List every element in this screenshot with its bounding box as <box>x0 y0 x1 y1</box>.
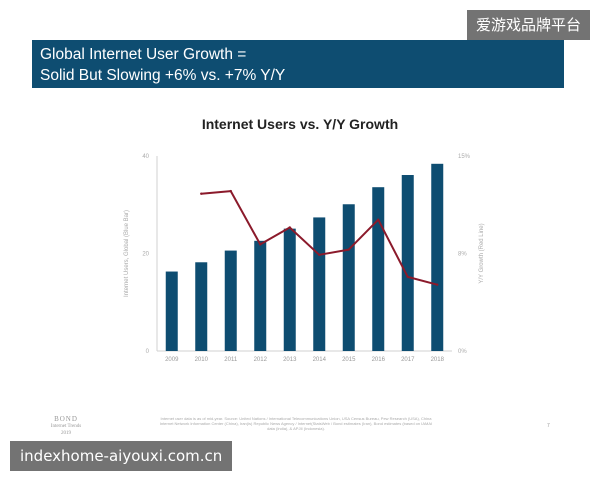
banner-line-1: Global Internet User Growth = <box>40 46 247 63</box>
bar-2015 <box>342 204 355 351</box>
x-tick-label: 2010 <box>195 357 209 363</box>
bar-2009 <box>165 271 178 351</box>
growth-point-2010 <box>200 192 203 195</box>
footer-source: Internet user data is as of mid-year. So… <box>159 416 433 431</box>
bar-2010 <box>195 262 208 351</box>
logo-line-1: BOND <box>54 415 78 423</box>
banner-line-2: Solid But Slowing +6% vs. +7% Y/Y <box>40 67 286 84</box>
growth-point-2012 <box>259 243 262 246</box>
page-number: 7 <box>547 423 550 429</box>
chart-title: Internet Users vs. Y/Y Growth <box>201 116 399 132</box>
bar-2018 <box>431 163 444 351</box>
growth-point-2015 <box>347 248 350 251</box>
watermark-top: 爱游戏品牌平台 <box>466 10 590 40</box>
x-tick-label: 2015 <box>342 357 356 363</box>
growth-point-2014 <box>318 253 321 256</box>
y-tick-left-label: 20 <box>142 252 149 258</box>
bar-2014 <box>313 217 326 351</box>
y-tick-right-label: 15% <box>458 154 471 160</box>
logo-line-3: 2019 <box>61 431 71 436</box>
x-tick-label: 2009 <box>165 357 179 363</box>
y-tick-right-label: 0% <box>458 349 467 355</box>
x-tick-label: 2011 <box>224 357 238 363</box>
bar-2016 <box>372 187 385 351</box>
y-axis-left-label: Internet Users, Global (Blue Bar) <box>124 210 130 297</box>
bar-2013 <box>283 228 296 351</box>
x-tick-label: 2018 <box>431 357 445 363</box>
y-axis-right-label: Y/Y Growth (Red Line) <box>479 223 485 283</box>
growth-point-2018 <box>436 283 439 286</box>
y-tick-right-label: 8% <box>458 252 467 258</box>
bar-2017 <box>401 175 414 351</box>
logo-line-2: Internet Trends <box>50 424 82 429</box>
x-tick-label: 2014 <box>313 357 327 363</box>
growth-point-2011 <box>229 189 232 193</box>
growth-point-2017 <box>406 275 409 279</box>
y-tick-left-label: 40 <box>142 154 149 160</box>
x-tick-label: 2012 <box>254 357 268 363</box>
bar-2011 <box>224 250 237 351</box>
title-banner: Global Internet User Growth = Solid But … <box>32 40 564 88</box>
bond-logo: BOND Internet Trends 2019 <box>36 415 96 437</box>
growth-point-2016 <box>377 218 380 221</box>
x-tick-label: 2013 <box>283 357 297 363</box>
x-tick-label: 2016 <box>372 357 386 363</box>
watermark-bottom: indexhome-aiyouxi.com.cn <box>10 441 233 471</box>
bar-2012 <box>254 240 267 351</box>
x-tick-label: 2017 <box>401 357 415 363</box>
y-tick-left-label: 0 <box>146 349 150 355</box>
growth-point-2013 <box>288 226 291 229</box>
